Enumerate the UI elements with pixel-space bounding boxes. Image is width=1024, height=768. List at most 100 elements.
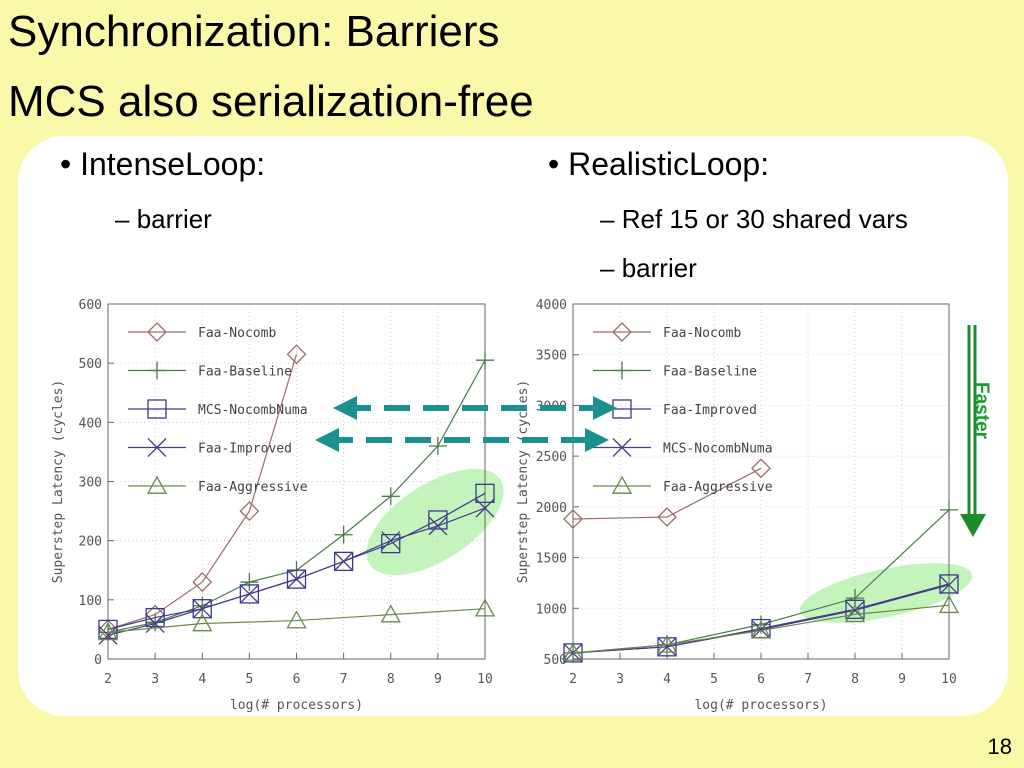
data-point-triangle <box>844 604 866 623</box>
right-sub-bullet-1: – Ref 15 or 30 shared vars <box>600 204 908 235</box>
right-sub-bullet-2: – barrier <box>600 253 697 284</box>
left-bullet-label: IntenseLoop: <box>80 146 266 182</box>
data-point-square <box>845 599 865 619</box>
legend-label: Faa-Aggressive <box>198 480 308 495</box>
data-point-diamond <box>239 501 260 522</box>
data-point-cross <box>239 584 259 604</box>
legend-marker-square <box>147 399 167 419</box>
x-tick-label: 9 <box>898 672 906 687</box>
y-tick-label: 500 <box>79 357 102 372</box>
data-point-triangle <box>286 610 307 629</box>
right-sub-label-1: Ref 15 or 30 shared vars <box>621 204 908 234</box>
legend-marker-plus <box>613 361 631 380</box>
legend-label: Faa-Improved <box>198 442 292 457</box>
left-sub-label: barrier <box>136 204 212 234</box>
series-faa-aggressive: Faa-Aggressive <box>97 475 496 641</box>
data-point-triangle <box>656 634 678 653</box>
dash-glyph: – <box>600 253 615 283</box>
x-tick-label: 4 <box>663 672 671 687</box>
right-sub-label-2: barrier <box>621 253 697 283</box>
data-point-square <box>475 483 495 503</box>
data-point-square <box>286 569 307 589</box>
y-tick-label: 400 <box>79 416 102 431</box>
x-tick-label: 3 <box>151 672 159 687</box>
faster-label: Faster <box>971 382 992 440</box>
y-tick-label: 2500 <box>536 450 567 465</box>
legend-marker-diamond <box>612 322 632 342</box>
legend-marker-cross <box>147 438 167 457</box>
legend-label: Faa-Nocomb <box>198 326 276 341</box>
legend-label: Faa-Baseline <box>663 365 757 380</box>
legend-marker-diamond <box>147 322 167 342</box>
data-point-triangle <box>750 620 772 639</box>
y-tick-label: 2000 <box>536 501 567 516</box>
x-axis-label: log(# processors) <box>694 698 827 713</box>
data-point-cross <box>428 516 448 536</box>
data-point-triangle <box>474 598 496 617</box>
data-point-square <box>145 607 165 628</box>
data-point-square <box>381 533 401 554</box>
data-point-plus <box>476 351 494 370</box>
data-point-triangle <box>562 642 584 661</box>
data-point-cross <box>381 531 401 551</box>
x-axis-label: log(# processors) <box>230 698 363 713</box>
data-point-diamond <box>192 572 213 593</box>
page-number: 18 <box>987 734 1012 759</box>
data-point-cross <box>475 498 495 518</box>
x-tick-label: 5 <box>710 672 718 687</box>
data-point-diamond <box>286 344 307 365</box>
series-faa-baseline: Faa-Baseline <box>564 361 958 662</box>
realisticloop-chart: 2 3 4 5 6 7 8 9 10 500 1000 1500 2000 2500 3000 3500 400… <box>516 298 973 713</box>
data-point-triangle <box>192 613 213 632</box>
data-point-plus <box>334 525 353 544</box>
series-line <box>572 604 950 654</box>
y-tick-label: 500 <box>544 653 567 668</box>
data-point-cross <box>751 620 771 640</box>
legend-label: MCS-NocombNuma <box>663 442 773 457</box>
data-point-plus <box>381 487 400 506</box>
data-point-square <box>428 510 448 530</box>
legend-label: Faa-Aggressive <box>663 480 773 495</box>
highlight-ellipse <box>799 563 973 623</box>
data-point-triangle <box>380 604 401 623</box>
legend-label: Faa-Improved <box>663 403 757 418</box>
x-tick-label: 9 <box>434 672 442 687</box>
legend-marker-triangle <box>611 475 633 494</box>
series-line <box>107 608 486 633</box>
right-bullet: • RealisticLoop: <box>548 146 769 183</box>
x-tick-label: 6 <box>293 672 301 687</box>
y-tick-label: 3000 <box>536 399 567 414</box>
bullet-glyph: • <box>60 146 72 182</box>
x-tick-label: 10 <box>941 672 957 687</box>
data-point-diamond <box>751 458 771 479</box>
bullet-glyph: • <box>548 146 560 182</box>
legend-label: Faa-Baseline <box>198 365 292 380</box>
x-tick-label: 2 <box>569 672 577 687</box>
y-tick-label: 300 <box>79 476 102 491</box>
x-tick-label: 8 <box>851 672 859 687</box>
legend-label: MCS-NocombNuma <box>198 403 308 418</box>
data-point-cross <box>334 551 354 571</box>
series-faa-aggressive: Faa-Aggressive <box>562 475 960 661</box>
series-line <box>107 354 298 630</box>
x-tick-label: 2 <box>104 672 112 687</box>
series-faa-nocomb: Faa-Nocomb <box>98 322 307 640</box>
data-point-plus <box>240 573 259 592</box>
series-faa-nocomb: Faa-Nocomb <box>563 322 771 529</box>
legend-marker-triangle <box>146 475 168 494</box>
data-point-square <box>939 574 959 594</box>
data-point-cross <box>192 599 212 619</box>
y-tick-label: 1000 <box>536 602 567 617</box>
legend-marker-cross <box>612 438 632 457</box>
data-point-square <box>239 584 260 604</box>
series-faa-improved: Faa-Improved <box>98 438 495 645</box>
legend-label: Faa-Nocomb <box>663 326 741 341</box>
y-axis-label: Superstep Latency (cycles) <box>516 380 531 584</box>
x-tick-label: 7 <box>340 672 348 687</box>
left-sub-bullet: – barrier <box>115 204 212 235</box>
data-point-cross <box>145 614 165 633</box>
x-tick-label: 10 <box>477 672 493 687</box>
y-tick-label: 3500 <box>536 349 567 364</box>
data-point-triangle <box>97 622 119 641</box>
